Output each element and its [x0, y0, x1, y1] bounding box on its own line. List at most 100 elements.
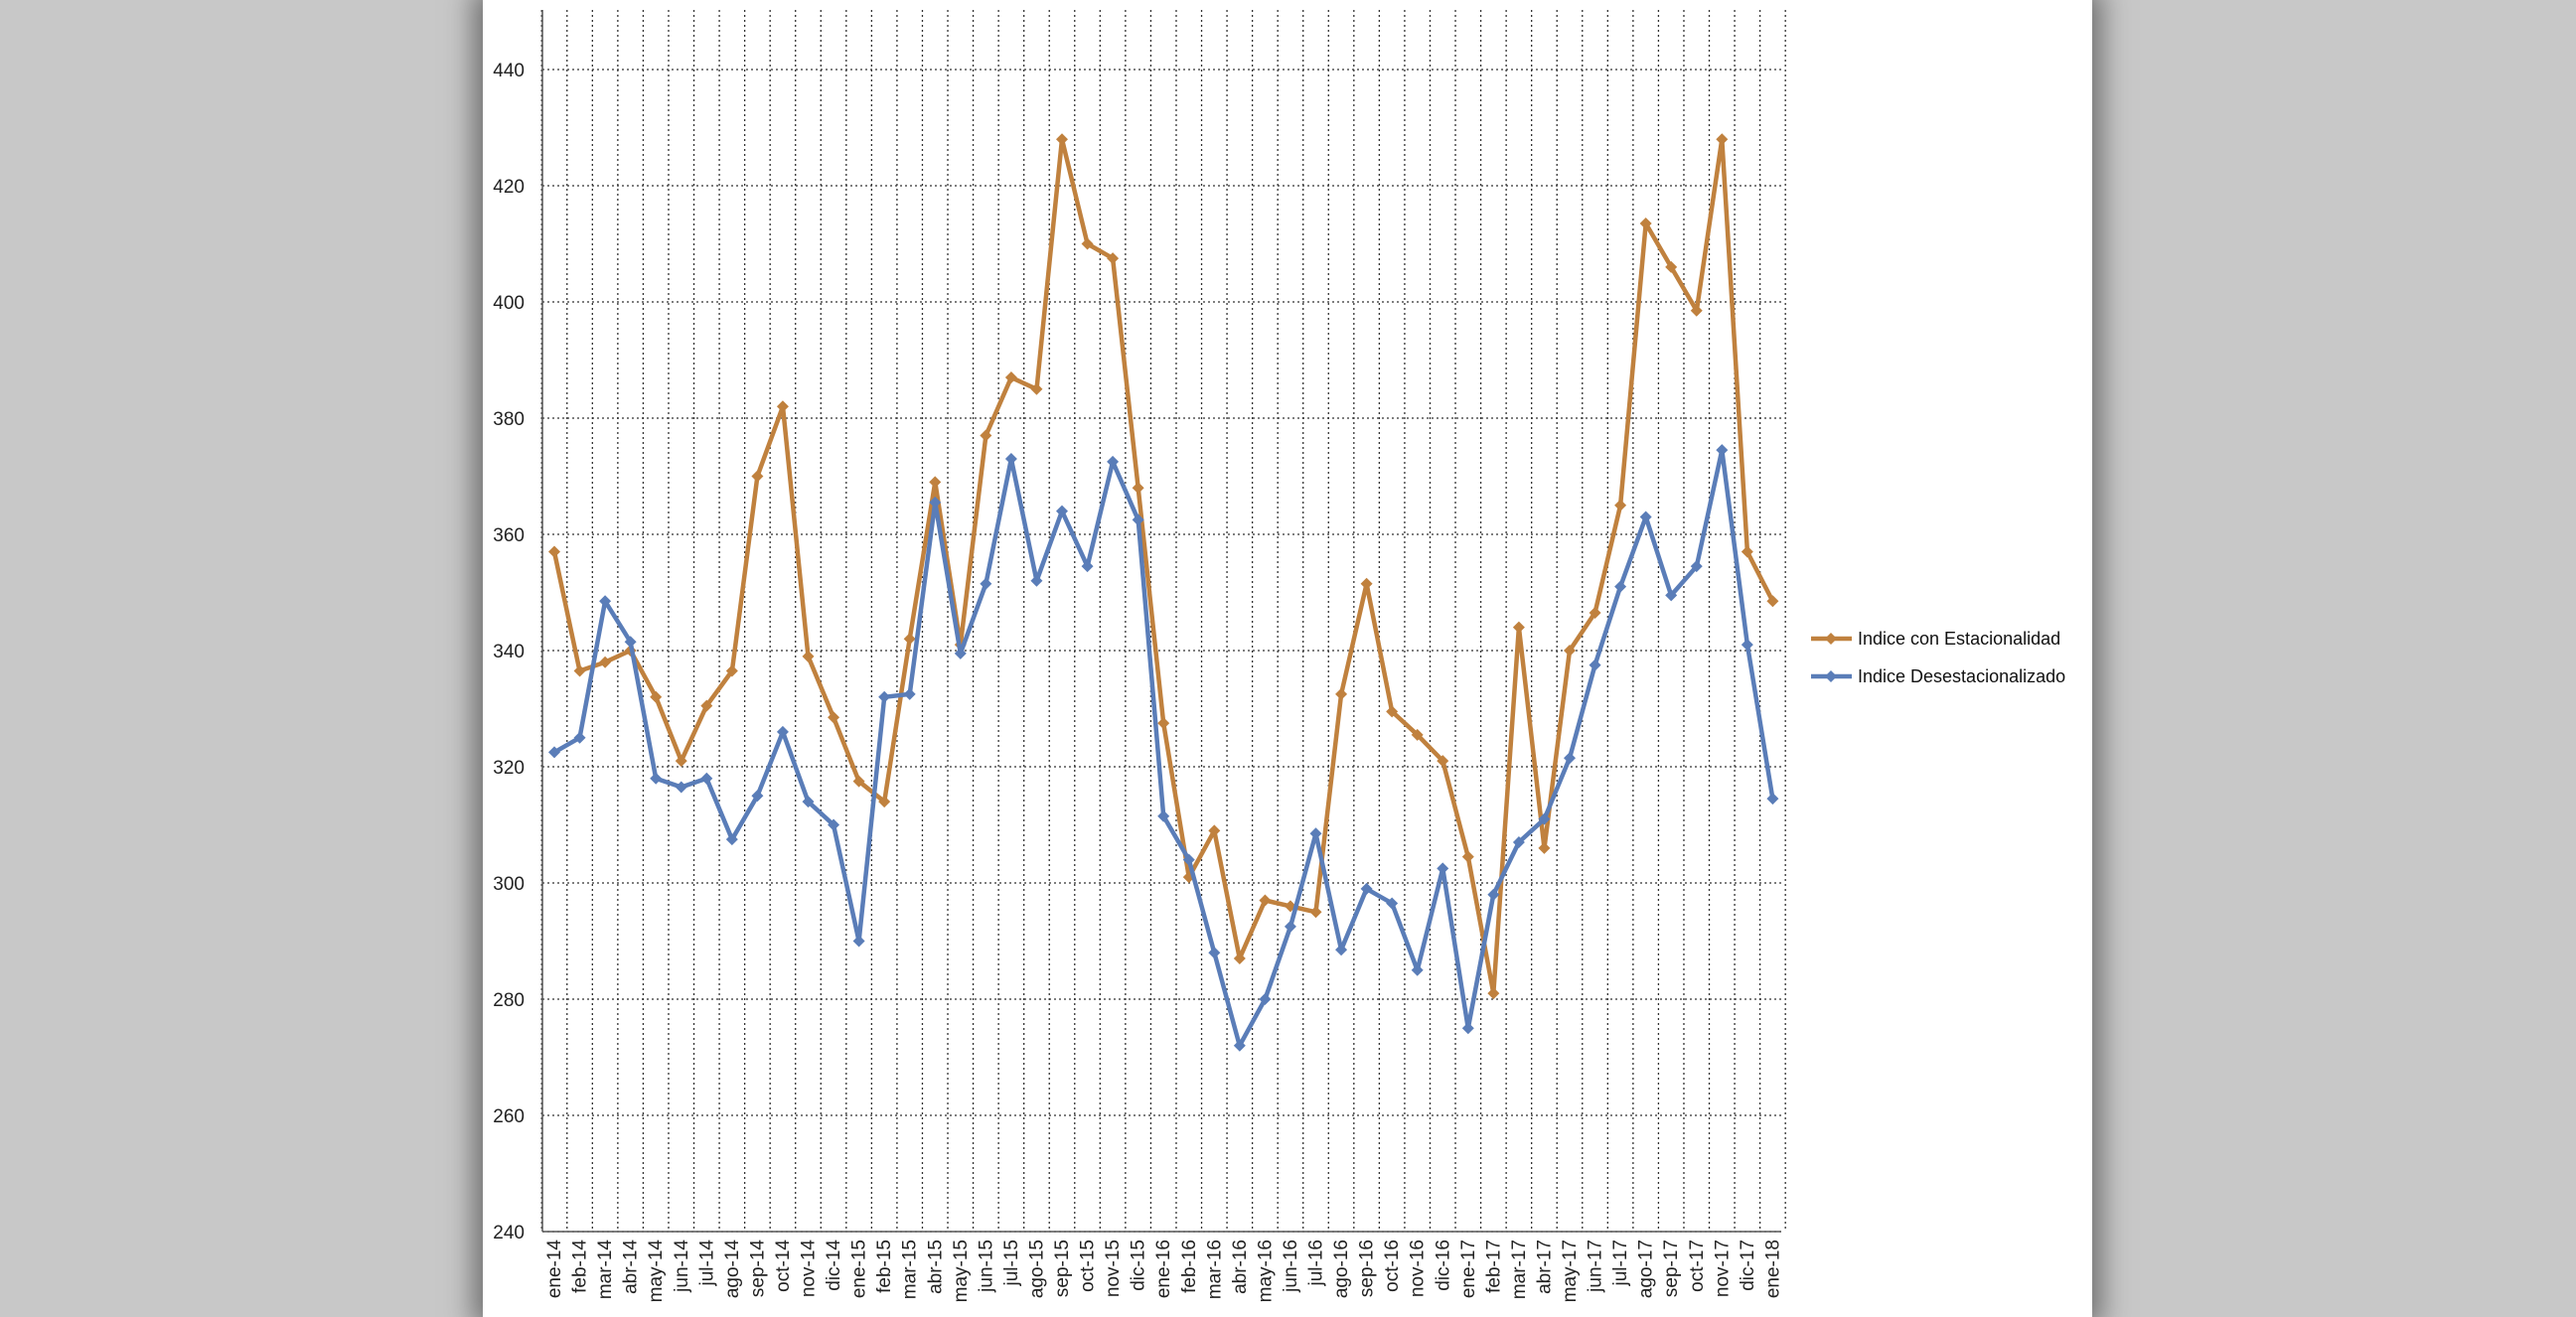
- data-point: [1639, 218, 1652, 230]
- data-point: [1766, 793, 1779, 805]
- x-tick-label: dic-17: [1738, 1240, 1758, 1291]
- x-tick-label: may-16: [1255, 1240, 1276, 1302]
- series-line: [551, 136, 1775, 996]
- data-point: [1564, 645, 1576, 657]
- gridlines: [540, 10, 1786, 1233]
- x-tick-label: sep-16: [1357, 1240, 1378, 1297]
- data-point: [548, 746, 560, 759]
- data-point: [751, 790, 764, 803]
- data-point: [1589, 658, 1601, 671]
- data-point: [929, 476, 942, 489]
- data-point: [1284, 920, 1296, 933]
- data-point: [1741, 545, 1753, 558]
- legend-label: Indice Desestacionalizado: [1858, 666, 2065, 686]
- x-tick-label: jul-14: [696, 1240, 717, 1287]
- x-tick-label: dic-15: [1129, 1240, 1149, 1291]
- data-point: [1411, 963, 1424, 976]
- data-point: [980, 429, 992, 442]
- data-point: [1564, 752, 1576, 765]
- chart-page: [483, 0, 2092, 1317]
- y-tick-label: 280: [493, 990, 525, 1011]
- y-tick-label: 420: [493, 177, 525, 198]
- x-tick-label: dic-14: [824, 1240, 844, 1291]
- y-tick-label: 240: [493, 1223, 525, 1244]
- legend-item-2: Indice Desestacionalizado: [1811, 666, 2065, 686]
- data-point: [1004, 452, 1017, 465]
- data-point: [1386, 897, 1399, 910]
- data-point: [1716, 133, 1729, 146]
- x-tick-label: mar-15: [900, 1240, 921, 1299]
- x-tick-label: may-17: [1560, 1240, 1581, 1302]
- data-point: [1233, 952, 1246, 965]
- y-tick-label: 440: [493, 61, 525, 81]
- data-point: [1309, 827, 1322, 840]
- data-point: [878, 690, 891, 703]
- series-1: [548, 133, 1779, 1000]
- x-tick-label: ago-14: [722, 1240, 743, 1299]
- series-2: [548, 444, 1779, 1052]
- data-point: [1132, 482, 1144, 495]
- data-point: [1360, 882, 1373, 895]
- data-point: [1487, 987, 1500, 1000]
- y-tick-label: 300: [493, 874, 525, 895]
- data-point: [1538, 812, 1551, 825]
- x-tick-label: jul-16: [1306, 1240, 1327, 1286]
- data-point: [1259, 894, 1272, 907]
- data-point: [1716, 444, 1729, 457]
- series-lines: [548, 133, 1779, 1052]
- x-tick-label: feb-15: [874, 1240, 895, 1293]
- data-point: [599, 656, 612, 668]
- data-point: [1233, 1039, 1246, 1052]
- data-point: [1461, 1022, 1474, 1035]
- data-point: [1309, 906, 1322, 919]
- data-point: [1614, 499, 1627, 512]
- data-point: [1157, 809, 1170, 822]
- x-axis: ene-14 feb-14 mar-14 abr-14 may-14 jun-14 jul-…: [542, 1231, 1783, 1303]
- data-point: [650, 772, 663, 785]
- data-point: [725, 664, 738, 677]
- data-point: [1259, 993, 1272, 1005]
- data-point: [548, 545, 560, 558]
- data-point: [700, 772, 713, 785]
- y-tick-label: 260: [493, 1106, 525, 1127]
- x-tick-label: nov-15: [1103, 1240, 1124, 1297]
- data-point: [573, 664, 586, 677]
- data-point: [675, 755, 687, 768]
- data-point: [1056, 133, 1068, 146]
- data-point: [1081, 560, 1094, 573]
- y-tick-label: 360: [493, 525, 525, 546]
- data-point: [776, 400, 789, 413]
- x-tick-label: nov-16: [1408, 1240, 1429, 1297]
- y-tick-label: 380: [493, 409, 525, 430]
- data-point: [1437, 862, 1449, 875]
- x-tick-label: oct-15: [1078, 1240, 1099, 1292]
- x-tick-label: jun-14: [672, 1240, 692, 1293]
- data-point: [1639, 511, 1652, 523]
- x-tick-label: sep-17: [1661, 1240, 1682, 1297]
- data-point: [700, 699, 713, 712]
- data-point: [725, 833, 738, 846]
- legend-label: Indice con Estacionalidad: [1858, 629, 2060, 649]
- x-tick-label: ene-16: [1153, 1240, 1174, 1298]
- data-point: [650, 690, 663, 703]
- data-point: [1766, 595, 1779, 608]
- data-point: [573, 731, 586, 744]
- x-tick-label: may-14: [646, 1240, 667, 1303]
- x-tick-label: dic-16: [1433, 1240, 1453, 1291]
- x-tick-label: abr-16: [1230, 1240, 1251, 1294]
- data-point: [1487, 888, 1500, 901]
- x-tick-label: mar-17: [1509, 1240, 1530, 1299]
- x-tick-label: jul-15: [1001, 1240, 1022, 1286]
- y-tick-label: 400: [493, 293, 525, 314]
- data-point: [1512, 621, 1525, 634]
- data-point: [954, 647, 967, 659]
- y-tick-label: 320: [493, 758, 525, 779]
- data-point: [1589, 606, 1601, 619]
- data-point: [903, 687, 916, 700]
- x-tick-label: ene-17: [1458, 1240, 1479, 1298]
- legend-swatch-marker: [1825, 633, 1837, 645]
- x-tick-label: ene-15: [849, 1240, 870, 1298]
- x-tick-label: ago-16: [1331, 1240, 1352, 1298]
- x-tick-label: ago-17: [1636, 1240, 1657, 1298]
